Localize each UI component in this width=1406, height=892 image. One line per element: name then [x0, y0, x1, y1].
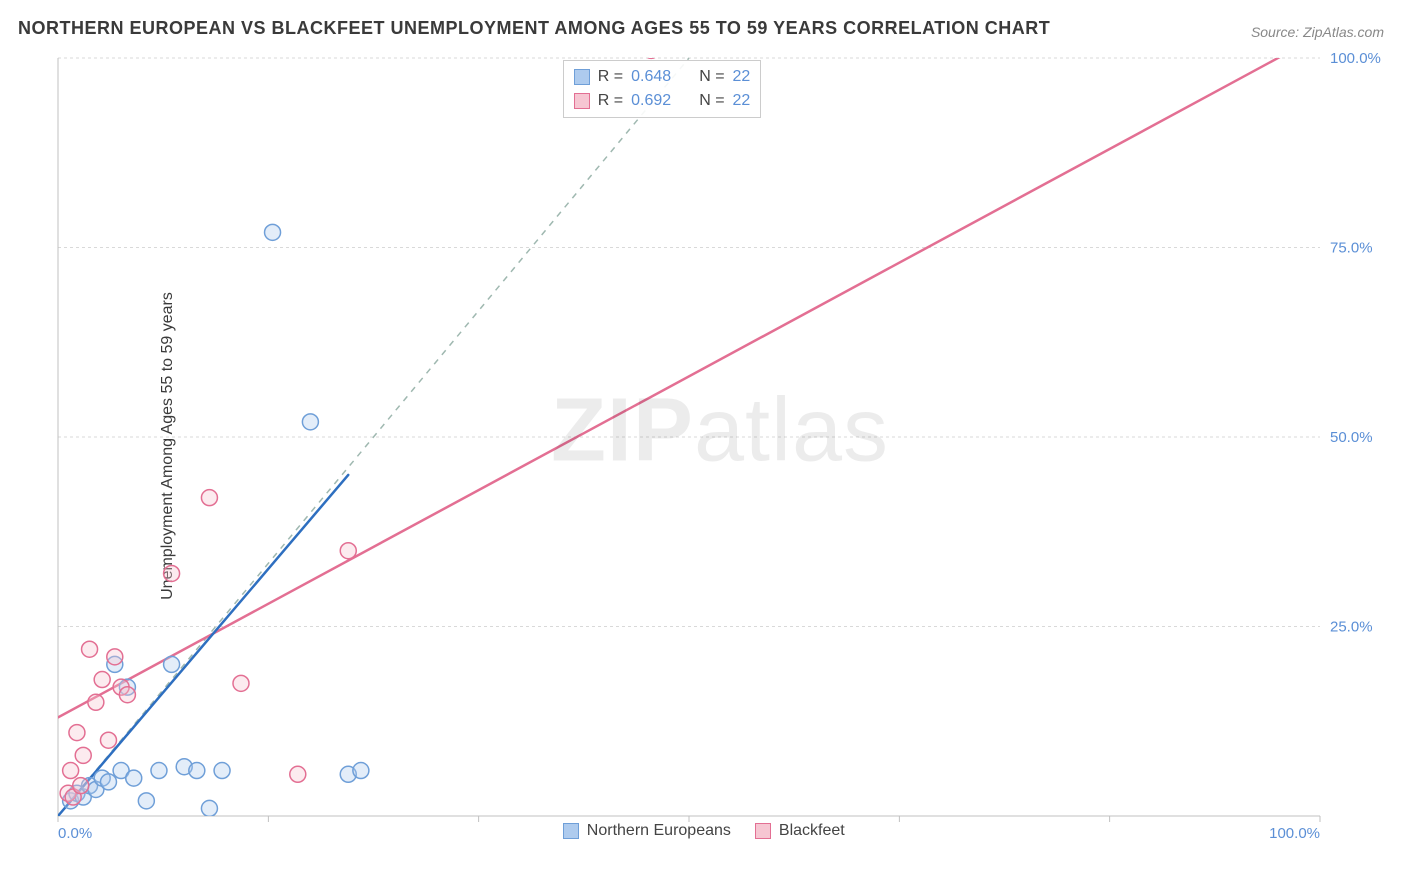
n-label: N = [699, 65, 724, 89]
series-legend-item: Northern Europeans [563, 822, 731, 840]
r-value: 0.648 [631, 65, 671, 89]
legend-swatch [574, 69, 590, 85]
series-legend-item: Blackfeet [755, 822, 845, 840]
series-name: Blackfeet [779, 822, 845, 840]
y-tick-label: 25.0% [1330, 619, 1373, 636]
r-label: R = [598, 65, 623, 89]
legend-swatch [574, 93, 590, 109]
chart-container: NORTHERN EUROPEAN VS BLACKFEET UNEMPLOYM… [0, 0, 1406, 892]
legend-row: R = 0.692 N = 22 [574, 89, 751, 113]
chart-title: NORTHERN EUROPEAN VS BLACKFEET UNEMPLOYM… [18, 18, 1050, 39]
legend-swatch [755, 823, 771, 839]
chart-svg: 25.0% 50.0% 75.0% 100.0% 0.0% 100.0% [50, 50, 1390, 844]
plot-area: 25.0%50.0%75.0%100.0%0.0%100.0% ZIPatlas… [50, 50, 1390, 844]
legend-row: R = 0.648 N = 22 [574, 65, 751, 89]
legend-swatch [563, 823, 579, 839]
x-tick-label: 100.0% [1269, 825, 1320, 842]
r-label: R = [598, 89, 623, 113]
series-legend: Northern Europeans Blackfeet [563, 822, 845, 840]
n-value: 22 [733, 65, 751, 89]
correlation-legend: R = 0.648 N = 22 R = 0.692 N = 22 [563, 60, 762, 118]
y-tick-label: 100.0% [1330, 50, 1381, 67]
series-name: Northern Europeans [587, 822, 731, 840]
n-value: 22 [733, 89, 751, 113]
y-tick-label: 75.0% [1330, 240, 1373, 257]
source-attribution: Source: ZipAtlas.com [1251, 24, 1384, 40]
n-label: N = [699, 89, 724, 113]
r-value: 0.692 [631, 89, 671, 113]
y-tick-label: 50.0% [1330, 429, 1373, 446]
x-tick-label: 0.0% [58, 825, 92, 842]
